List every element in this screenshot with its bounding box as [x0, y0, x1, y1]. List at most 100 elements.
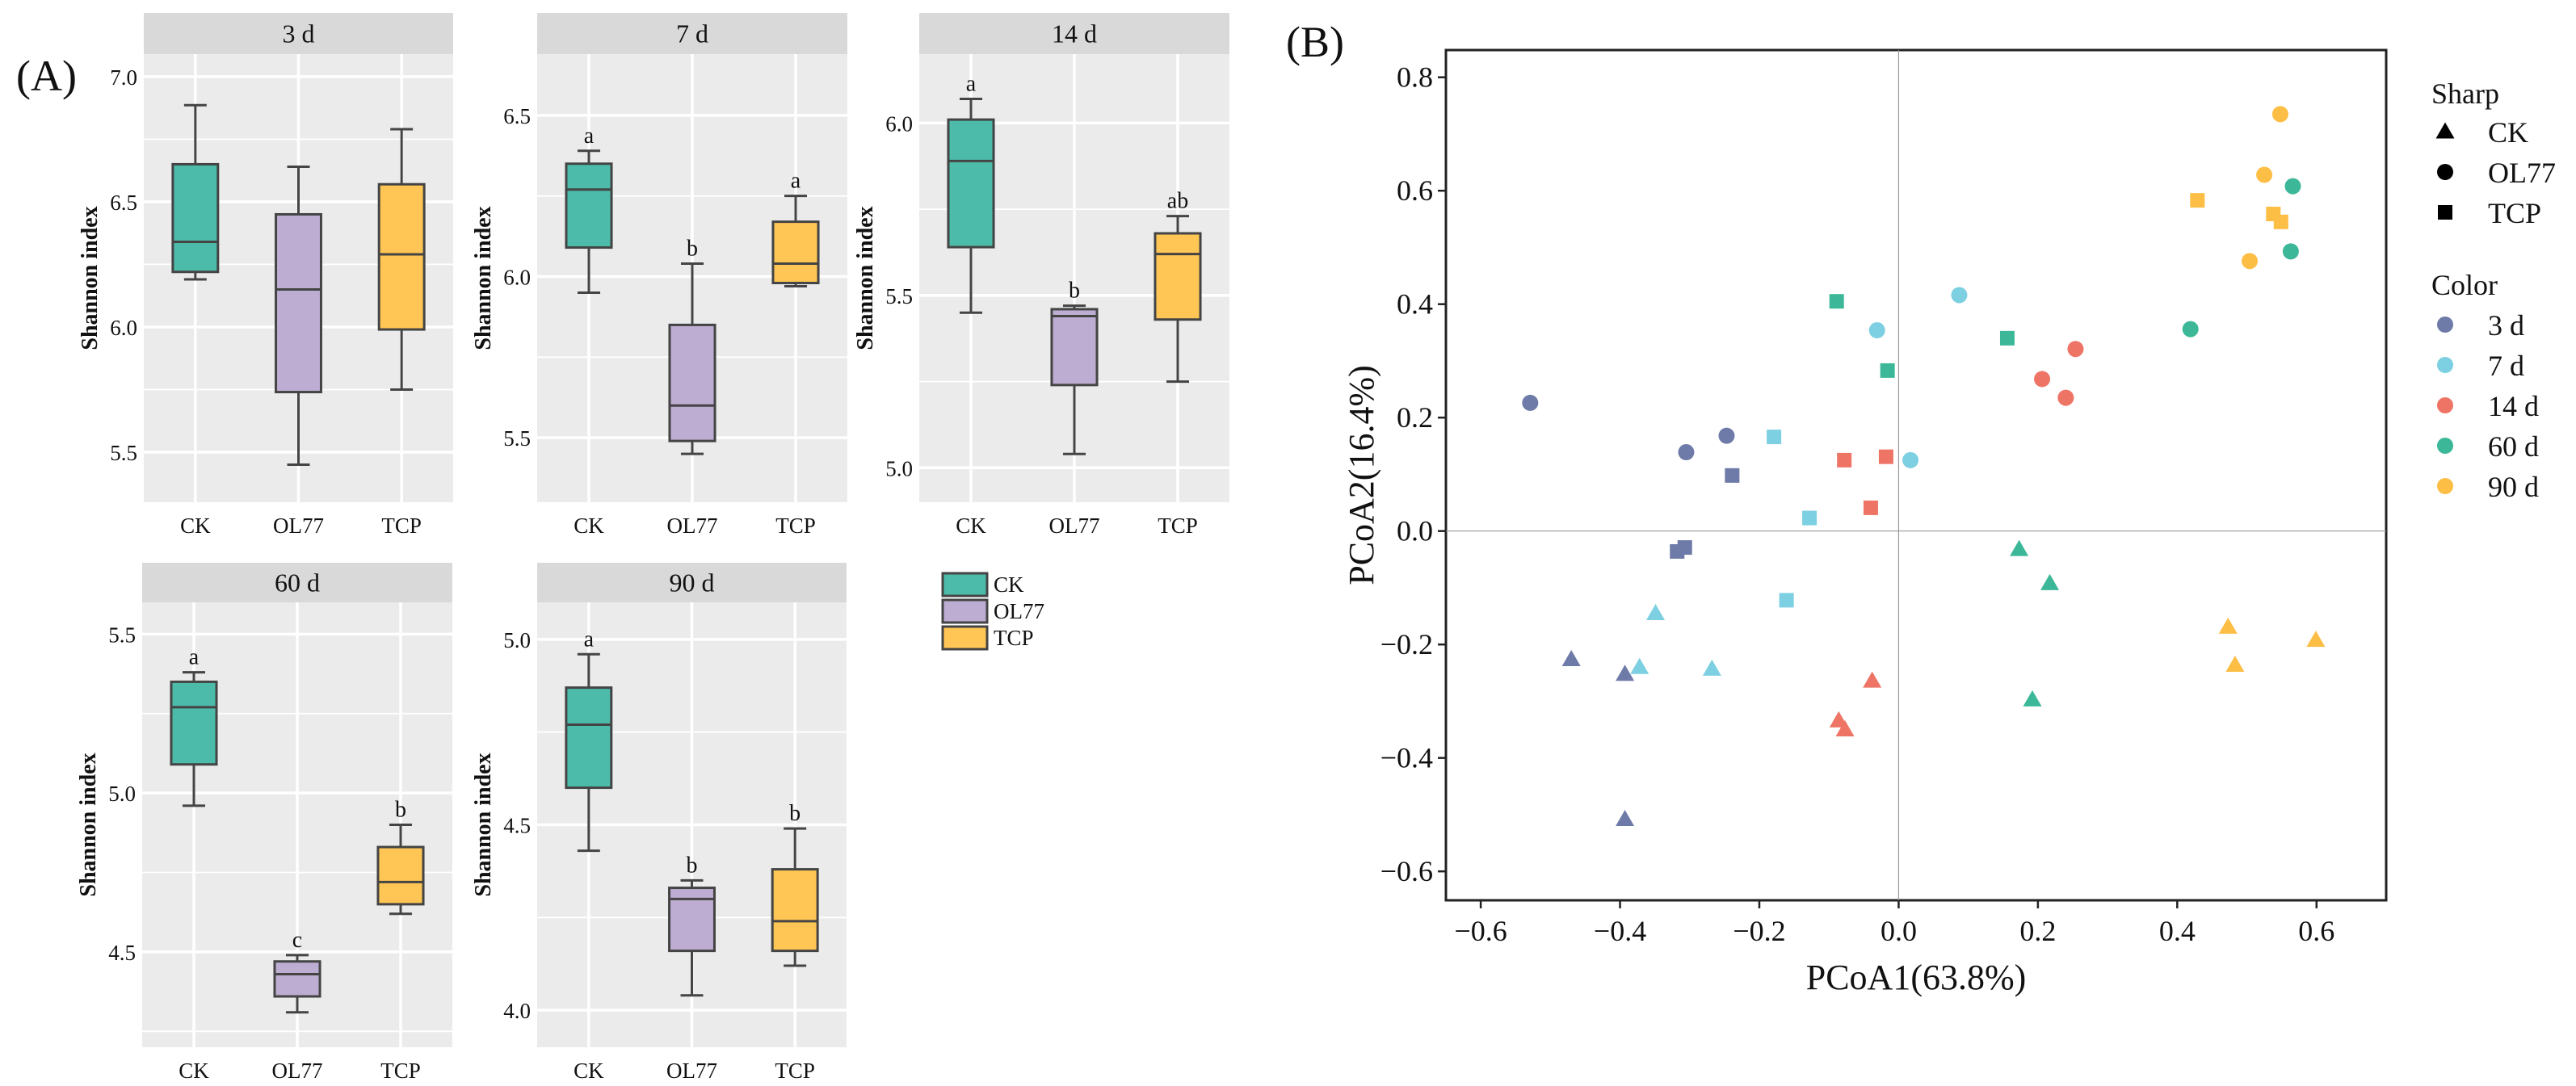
- panel-label-a: (A): [16, 52, 77, 100]
- data-point-OL77: [1868, 322, 1885, 339]
- data-point-CK: [1863, 671, 1882, 688]
- y-axis-title: Shannon index: [853, 206, 878, 350]
- x-tick-label: OL77: [272, 1059, 323, 1083]
- data-point-CK: [1702, 659, 1721, 676]
- significance-letter: ab: [1167, 189, 1188, 214]
- boxplot-panel-60d: 60 d 4.5 5.0 5.5 Shannon index CK OL77 TCP a c b: [76, 563, 452, 1083]
- box-TCP: ab: [1154, 189, 1202, 384]
- legend-color-dot: [2437, 438, 2453, 454]
- data-point-CK: [2218, 617, 2238, 634]
- boxplot-panel-3d: 3 d 5.5 6.0 6.5 7.0 Shannon index CK OL77 TCP: [78, 13, 453, 538]
- box-iqr: [171, 162, 220, 274]
- data-point-TCP: [1878, 449, 1893, 464]
- x-tick-label: OL77: [667, 514, 718, 538]
- x-tick-label: TCP: [775, 1059, 815, 1083]
- legend-key-TCP: [941, 625, 989, 651]
- x-tick-label: OL77: [666, 1059, 717, 1083]
- significance-letter: b: [687, 237, 698, 262]
- y-tick-label: 5.0: [885, 456, 913, 480]
- y-tick-label: −0.4: [1380, 742, 1433, 774]
- data-point-OL77: [2067, 341, 2084, 358]
- facet-title: 60 d: [275, 568, 320, 598]
- legend-shape-triangle: [2435, 122, 2455, 139]
- data-point-OL77: [2271, 106, 2288, 123]
- facet-strip: [144, 13, 453, 54]
- box-iqr: [170, 680, 218, 766]
- legend-title-color: Color: [2431, 269, 2498, 301]
- box-CK: [171, 103, 220, 281]
- x-tick-label: CK: [956, 514, 986, 538]
- x-tick-label: 0.0: [1881, 915, 1917, 947]
- x-tick-label: TCP: [1158, 514, 1198, 538]
- y-axis-title: Shannon index: [471, 753, 496, 896]
- data-point-CK: [1835, 720, 1855, 737]
- significance-letter: b: [1069, 279, 1080, 304]
- legend-title-shape: Sharp: [2431, 78, 2499, 110]
- data-point-CK: [1561, 649, 1581, 666]
- x-tick-label: OL77: [273, 514, 324, 538]
- x-tick-label: CK: [179, 1059, 209, 1083]
- data-point-TCP: [1880, 363, 1895, 378]
- significance-letter: a: [584, 627, 595, 652]
- box-CK: a: [170, 645, 218, 807]
- series-60d: [1829, 178, 2301, 707]
- legend-label: 3 d: [2488, 309, 2524, 342]
- data-point-OL77: [1522, 394, 1539, 411]
- data-point-OL77: [2256, 166, 2273, 183]
- pcoa-plot: −0.6 −0.4 −0.2 0.0 0.2 0.4 0.6 −0.6 −0.4 −0.2 0.0 0…: [1342, 48, 2556, 997]
- x-tick-label: TCP: [775, 514, 816, 538]
- significance-letter: b: [395, 798, 406, 823]
- box-TCP: b: [376, 798, 425, 916]
- facet-strip: [919, 13, 1229, 54]
- y-tick-label: 6.5: [503, 104, 531, 128]
- data-point-TCP: [1999, 330, 2015, 346]
- y-tick-label: −0.2: [1380, 628, 1433, 660]
- box-TCP: a: [771, 169, 820, 287]
- legend-label: 14 d: [2488, 390, 2539, 422]
- series-3d: [1522, 394, 1740, 827]
- y-tick-label: 6.0: [110, 316, 137, 340]
- x-tick-label: −0.2: [1733, 915, 1785, 947]
- x-tick-label: TCP: [380, 1059, 421, 1083]
- data-point-OL77: [2282, 243, 2299, 260]
- legend-key-OL77: [941, 598, 989, 624]
- y-tick-label: 4.5: [108, 941, 136, 965]
- y-tick-label: 5.5: [108, 623, 136, 647]
- box-iqr: [275, 212, 322, 394]
- facet-strip: [142, 563, 452, 602]
- significance-letter: c: [292, 928, 302, 953]
- significance-letter: b: [687, 853, 698, 878]
- y-tick-label: 5.5: [885, 284, 913, 308]
- data-point-TCP: [1802, 510, 1817, 526]
- box-iqr: [377, 182, 426, 331]
- x-tick-label: 0.6: [2298, 915, 2334, 947]
- data-point-OL77: [1902, 451, 1919, 468]
- data-point-CK: [2040, 573, 2060, 590]
- data-point-TCP: [1829, 294, 1844, 309]
- data-point-TCP: [2190, 193, 2205, 208]
- legend-label: OL77: [994, 599, 1044, 623]
- legend-color-dot: [2437, 397, 2453, 413]
- box-CK: a: [565, 627, 613, 853]
- data-point-OL77: [2057, 389, 2074, 406]
- data-point-TCP: [1779, 593, 1794, 608]
- box-OL77: b: [1050, 279, 1099, 455]
- facet-title: 14 d: [1052, 19, 1097, 48]
- significance-letter: a: [966, 72, 977, 97]
- y-tick-label: 0.4: [1397, 288, 1433, 321]
- data-point-OL77: [1951, 287, 1968, 304]
- series-7d: [1630, 287, 1968, 676]
- legend-key-CK: [941, 572, 989, 598]
- x-tick-label: 0.2: [2019, 915, 2056, 947]
- legend-shape-circle: [2437, 164, 2453, 180]
- data-point-CK: [2023, 690, 2042, 707]
- box-iqr: [668, 887, 716, 953]
- legend-label: 90 d: [2488, 471, 2539, 503]
- y-axis-title: Shannon index: [78, 206, 103, 350]
- data-point-TCP: [1863, 500, 1878, 515]
- data-point-CK: [2225, 655, 2245, 672]
- legend-label: 7 d: [2488, 350, 2524, 382]
